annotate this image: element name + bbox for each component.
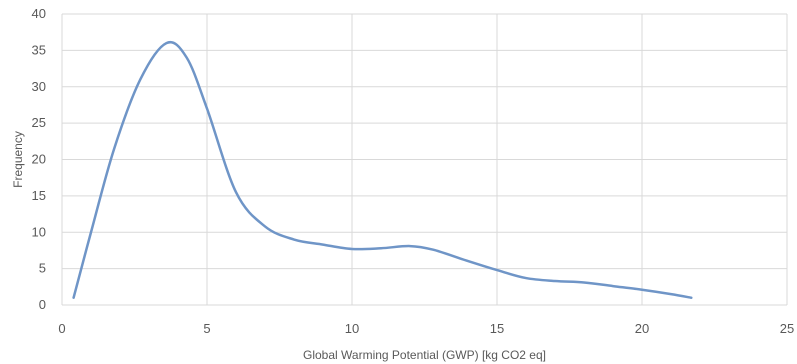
y-tick-label: 5 (39, 261, 46, 276)
series-lines (72, 40, 693, 299)
x-tick-label: 20 (635, 321, 649, 336)
y-tick-label: 0 (39, 297, 46, 312)
y-tick-label: 10 (32, 224, 46, 239)
y-axis-title: Frequency (11, 131, 25, 188)
x-axis-title: Global Warming Potential (GWP) [kg CO2 e… (303, 348, 546, 362)
y-tick-label: 30 (32, 79, 46, 94)
y-tick-label: 15 (32, 188, 46, 203)
grid-lines (61, 13, 788, 306)
y-tick-label: 20 (32, 152, 46, 167)
x-tick-label: 15 (490, 321, 504, 336)
x-axis-ticks: 0 5 10 15 20 25 (58, 321, 794, 336)
y-tick-label: 40 (32, 6, 46, 21)
x-tick-label: 25 (780, 321, 794, 336)
x-tick-label: 5 (203, 321, 210, 336)
x-tick-label: 0 (58, 321, 65, 336)
y-tick-label: 35 (32, 42, 46, 57)
y-tick-label: 25 (32, 115, 46, 130)
x-tick-label: 10 (345, 321, 359, 336)
series-line-1 (72, 40, 693, 299)
y-axis-ticks: 0 5 10 15 20 25 30 35 40 (32, 6, 46, 312)
